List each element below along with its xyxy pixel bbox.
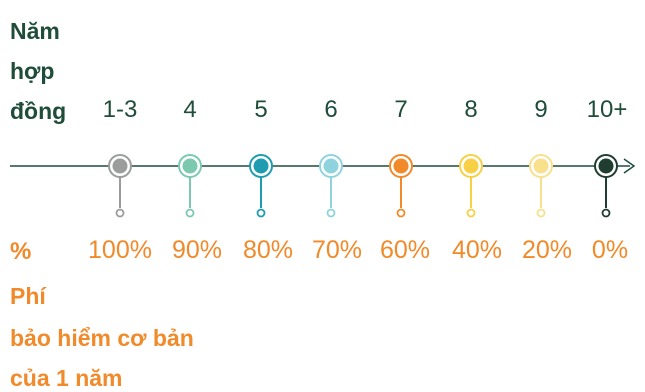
percent-label-3: 80% bbox=[242, 236, 294, 264]
marker-end-circle bbox=[536, 208, 546, 218]
timeline-markers bbox=[108, 154, 618, 218]
percent-label-8: 0% bbox=[591, 236, 629, 264]
year-label-5: 7 bbox=[394, 96, 408, 123]
timeline-marker bbox=[389, 154, 413, 218]
year-label-4: 6 bbox=[324, 96, 338, 123]
marker-end-circle bbox=[466, 208, 476, 218]
year-label-6: 8 bbox=[464, 96, 478, 123]
fee-label-line-2: bảo hiểm cơ bản bbox=[10, 325, 194, 351]
fee-label-line-3: của 1 năm bbox=[10, 365, 123, 391]
percent-label-1: 100% bbox=[88, 236, 152, 264]
timeline-marker bbox=[108, 154, 132, 218]
marker-dot bbox=[112, 158, 128, 174]
timeline-marker bbox=[459, 154, 483, 218]
percent-symbol: % bbox=[10, 238, 32, 265]
percent-label-7: 20% bbox=[521, 236, 573, 264]
marker-dot bbox=[323, 158, 339, 174]
marker-end-circle bbox=[396, 208, 406, 218]
year-label-7: 9 bbox=[534, 96, 548, 123]
marker-end-circle bbox=[601, 208, 611, 218]
fee-label-line-1: Phí bbox=[10, 283, 46, 309]
marker-dot bbox=[182, 158, 198, 174]
timeline-marker bbox=[178, 154, 202, 218]
timeline-arrowhead bbox=[623, 158, 636, 174]
timeline-marker bbox=[529, 154, 553, 218]
marker-dot bbox=[533, 158, 549, 174]
marker-end-circle bbox=[256, 208, 266, 218]
percent-label-5: 60% bbox=[379, 236, 431, 264]
percent-label-4: 70% bbox=[311, 236, 363, 264]
timeline-marker bbox=[319, 154, 343, 218]
marker-dot bbox=[463, 158, 479, 174]
marker-dot bbox=[393, 158, 409, 174]
year-label-1: 1-3 bbox=[102, 96, 138, 123]
marker-dot bbox=[598, 158, 614, 174]
year-label-3: 5 bbox=[254, 96, 268, 123]
timeline-marker bbox=[594, 154, 618, 218]
marker-end-circle bbox=[326, 208, 336, 218]
marker-end-circle bbox=[115, 208, 125, 218]
marker-end-circle bbox=[185, 208, 195, 218]
percent-label-2: 90% bbox=[171, 236, 223, 264]
year-header-line-3: đồng bbox=[10, 98, 67, 124]
timeline-marker bbox=[249, 154, 273, 218]
percent-label-6: 40% bbox=[451, 236, 503, 264]
year-header-line-1: Năm bbox=[10, 18, 60, 44]
year-header-line-2: hợp bbox=[10, 58, 55, 84]
year-label-2: 4 bbox=[183, 96, 197, 123]
marker-dot bbox=[253, 158, 269, 174]
year-label-8: 10+ bbox=[586, 96, 628, 123]
